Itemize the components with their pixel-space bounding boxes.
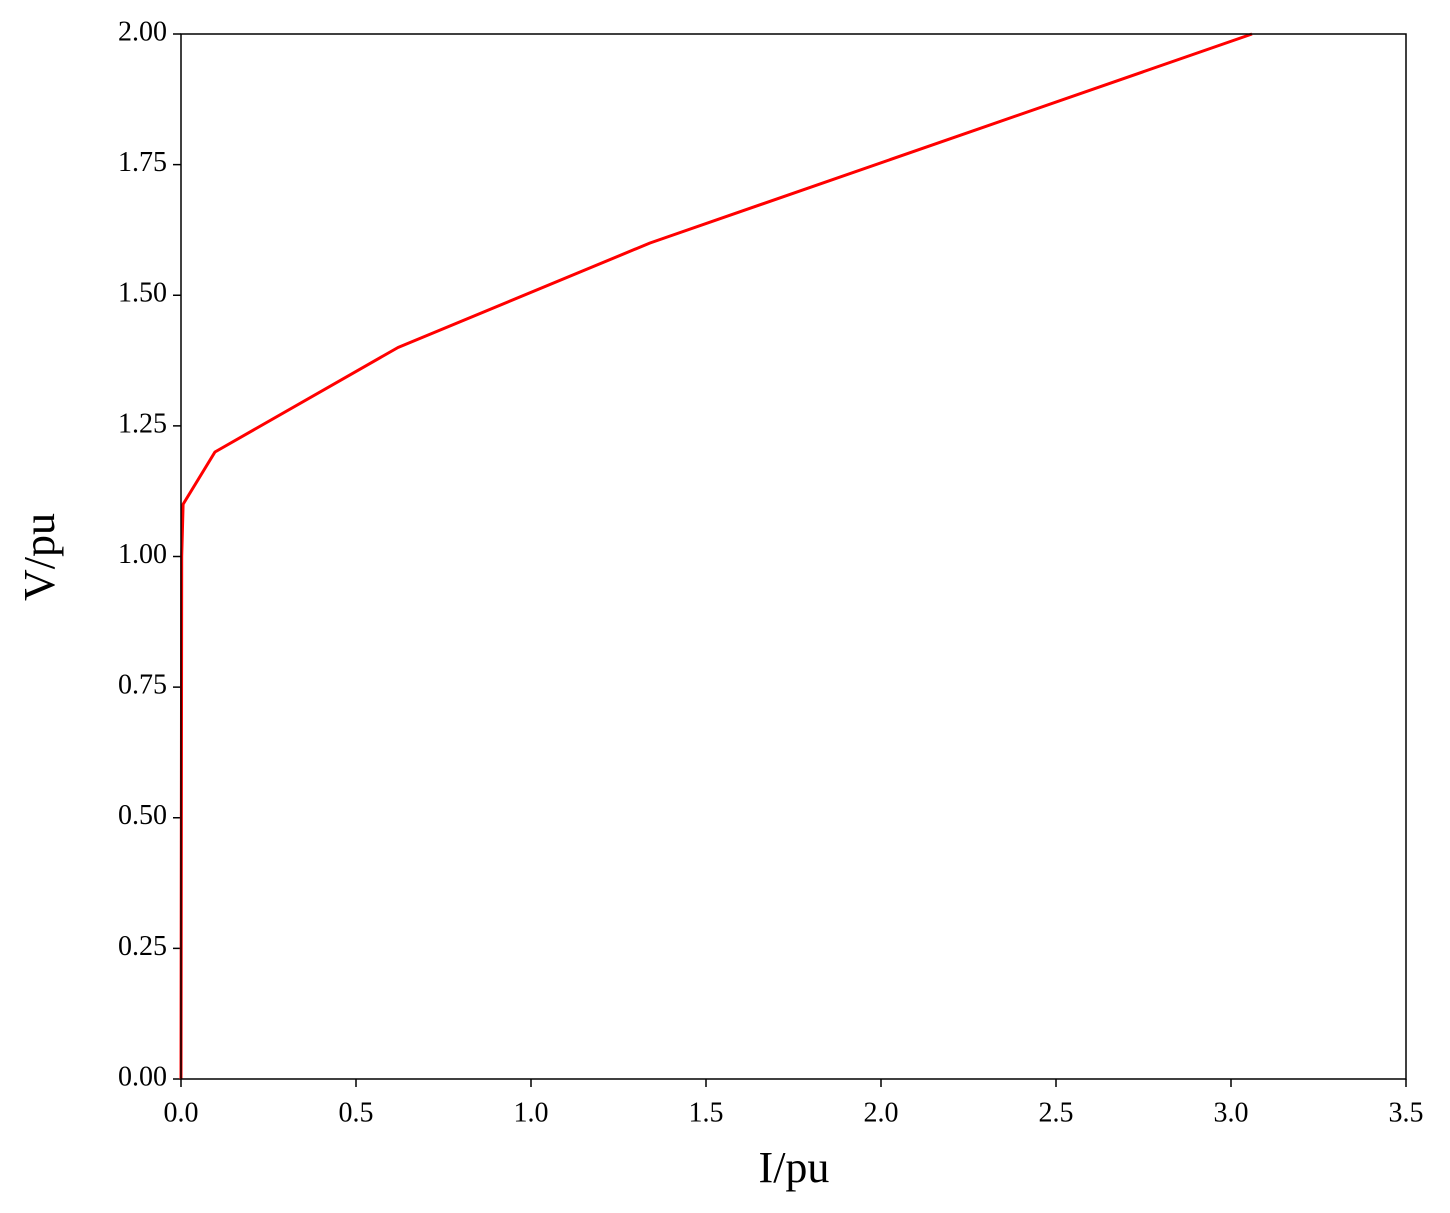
x-tick-label: 0.5 <box>339 1097 374 1128</box>
x-tick-label: 3.5 <box>1389 1097 1424 1128</box>
y-tick-label: 0.50 <box>118 800 167 831</box>
x-tick-label: 2.0 <box>864 1097 899 1128</box>
data-line <box>179 32 1253 1080</box>
x-tick-label: 1.5 <box>689 1097 724 1128</box>
x-tick-label: 0.0 <box>164 1097 199 1128</box>
y-tick-label: 0.00 <box>118 1061 167 1092</box>
y-tick-label: 1.25 <box>118 408 167 439</box>
x-axis-label: I/pu <box>759 1143 830 1192</box>
y-tick-label: 1.75 <box>118 147 167 178</box>
x-tick-label: 2.5 <box>1039 1097 1074 1128</box>
x-tick-label: 1.0 <box>514 1097 549 1128</box>
x-tick-label: 3.0 <box>1214 1097 1249 1128</box>
y-tick-label: 0.25 <box>118 931 167 962</box>
y-tick-label: 2.00 <box>118 16 167 47</box>
y-axis-label: V/pu <box>15 513 64 601</box>
y-tick-label: 0.75 <box>118 670 167 701</box>
y-tick-label: 1.50 <box>118 278 167 309</box>
plot-frame <box>180 33 1407 1080</box>
y-tick-label: 1.00 <box>118 539 167 570</box>
